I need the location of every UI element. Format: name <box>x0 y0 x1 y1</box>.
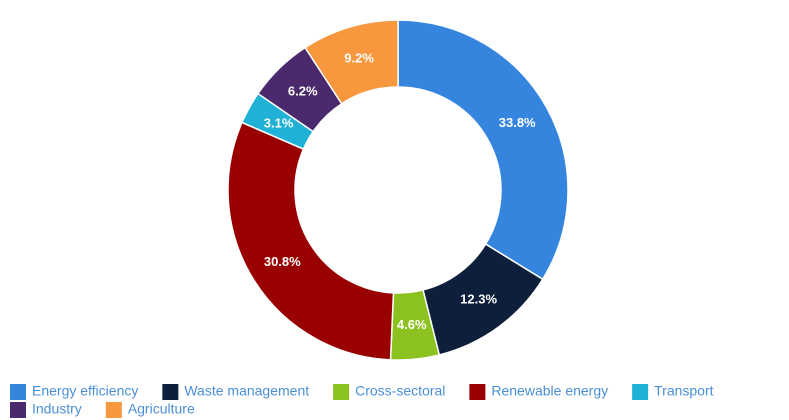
legend-swatch <box>105 402 122 418</box>
legend-swatch <box>162 384 179 400</box>
legend-label: Waste management <box>184 383 309 399</box>
legend-swatch <box>10 402 26 418</box>
legend-swatch <box>469 384 486 400</box>
legend-label: Renewable energy <box>491 383 608 399</box>
value-label: 12.3% <box>460 292 497 307</box>
legend-label: Industry <box>32 401 82 417</box>
value-label: 33.8% <box>499 115 536 130</box>
slice <box>397 19 569 281</box>
legend-swatch <box>10 384 26 400</box>
legend-swatch <box>333 384 350 400</box>
legend-label: Energy efficiency <box>32 383 138 399</box>
slice <box>304 19 399 105</box>
legend-swatch <box>632 384 649 400</box>
value-label: 6.2% <box>288 84 318 99</box>
value-label: 3.1% <box>264 115 294 130</box>
slice <box>227 121 395 361</box>
value-label: 4.6% <box>397 317 427 332</box>
legend-label: Agriculture <box>128 401 195 417</box>
value-label: 9.2% <box>344 51 374 66</box>
legend-label: Cross-sectoral <box>355 383 445 399</box>
legend-label: Transport <box>654 383 714 399</box>
value-label: 30.8% <box>264 254 301 269</box>
